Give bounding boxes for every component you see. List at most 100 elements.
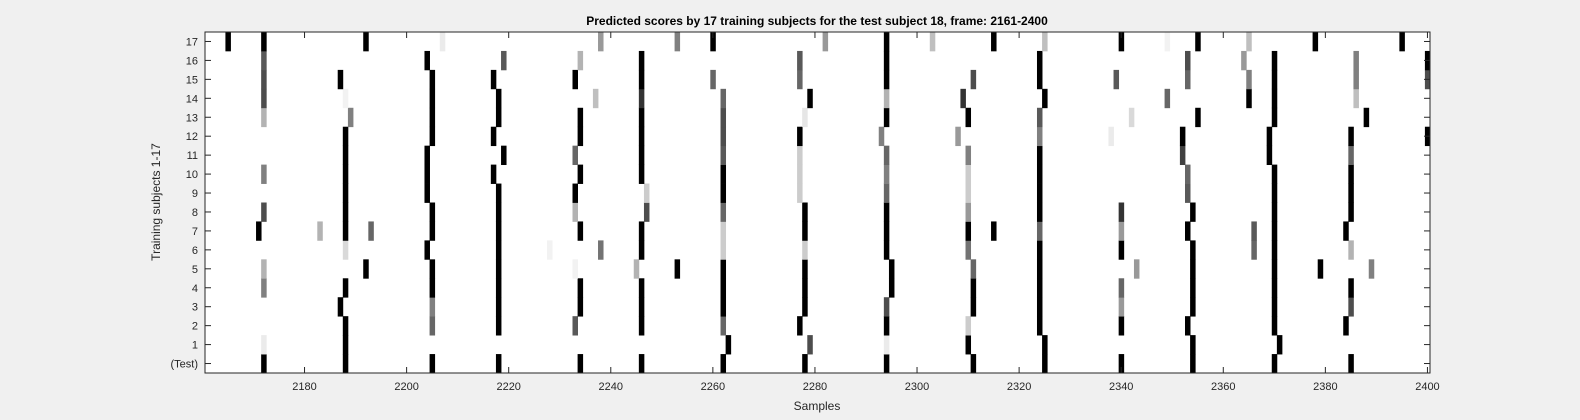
heatmap-cell bbox=[1363, 107, 1370, 128]
heatmap-cell bbox=[720, 202, 727, 222]
y-tick-label: 2 bbox=[192, 321, 198, 333]
heatmap-cell bbox=[342, 240, 349, 260]
heatmap-cell bbox=[633, 259, 640, 279]
heatmap-cell bbox=[1036, 278, 1043, 298]
heatmap-cell bbox=[261, 335, 267, 355]
heatmap-cell bbox=[720, 297, 727, 317]
heatmap-cell bbox=[1190, 278, 1196, 298]
heatmap-cell bbox=[710, 32, 716, 52]
heatmap-cell bbox=[261, 202, 267, 222]
heatmap-cell bbox=[802, 259, 808, 279]
heatmap-cell bbox=[495, 316, 502, 336]
heatmap-cell bbox=[802, 354, 808, 374]
heatmap-cell bbox=[577, 50, 584, 71]
heatmap-cell bbox=[638, 145, 645, 166]
heatmap-cell bbox=[1118, 221, 1125, 241]
y-tick-label: 5 bbox=[192, 264, 198, 276]
heatmap-cell bbox=[720, 259, 727, 279]
heatmap-cell bbox=[342, 126, 349, 147]
heatmap-cell bbox=[883, 297, 890, 317]
heatmap-cell bbox=[638, 126, 645, 147]
heatmap-cell bbox=[1251, 221, 1257, 241]
heatmap-cell bbox=[638, 354, 645, 374]
heatmap-cell bbox=[1118, 32, 1125, 52]
heatmap-cell bbox=[261, 50, 267, 71]
heatmap-cell bbox=[1195, 32, 1201, 52]
heatmap-cell bbox=[501, 50, 507, 71]
heatmap-cell bbox=[955, 126, 961, 147]
heatmap-cell bbox=[429, 221, 436, 241]
heatmap-cell bbox=[577, 278, 584, 298]
heatmap-cell bbox=[337, 69, 344, 90]
x-tick-label: 2240 bbox=[599, 381, 623, 393]
heatmap-cell bbox=[342, 335, 349, 355]
heatmap-cell bbox=[429, 316, 436, 336]
heatmap-cell bbox=[1368, 259, 1375, 279]
heatmap-cell bbox=[883, 69, 890, 90]
heatmap-cell bbox=[572, 69, 578, 90]
x-tick-label: 2180 bbox=[292, 381, 316, 393]
heatmap-cell bbox=[495, 202, 502, 222]
y-tick-label: 16 bbox=[186, 55, 198, 67]
heatmap-cell bbox=[802, 202, 808, 222]
heatmap-cell bbox=[638, 221, 645, 241]
heatmap-cell bbox=[1036, 183, 1043, 203]
heatmap-cell bbox=[991, 32, 997, 52]
heatmap-cell bbox=[1118, 354, 1125, 374]
heatmap-cell bbox=[1190, 354, 1196, 374]
x-tick-label: 2340 bbox=[1109, 381, 1133, 393]
heatmap-cell bbox=[1271, 297, 1278, 317]
heatmap-cell bbox=[1185, 50, 1191, 71]
heatmap-cell bbox=[577, 354, 584, 374]
heatmap-cell bbox=[577, 126, 584, 147]
heatmap-cell bbox=[965, 145, 972, 166]
heatmap-cell bbox=[342, 278, 349, 298]
heatmap-cell bbox=[822, 32, 829, 52]
heatmap-cell bbox=[347, 107, 354, 128]
heatmap-cell bbox=[1133, 259, 1140, 279]
heatmap-cell bbox=[638, 88, 645, 109]
heatmap-cell bbox=[1271, 183, 1278, 203]
heatmap-cell bbox=[1036, 145, 1043, 166]
heatmap-cell bbox=[1190, 202, 1196, 222]
heatmap-cell bbox=[883, 32, 890, 52]
heatmap-cell bbox=[1185, 69, 1191, 90]
heatmap-cell bbox=[490, 126, 497, 147]
heatmap-cell bbox=[429, 354, 436, 374]
heatmap-cell bbox=[638, 164, 645, 184]
heatmap-cell bbox=[495, 221, 502, 241]
heatmap-cell bbox=[883, 183, 890, 203]
x-tick-label: 2260 bbox=[701, 381, 725, 393]
heatmap-cell bbox=[1185, 164, 1191, 184]
heatmap-cell bbox=[572, 202, 578, 222]
heatmap-cell bbox=[797, 164, 803, 184]
y-tick-label: 14 bbox=[186, 93, 198, 105]
heatmap-cell bbox=[501, 145, 507, 166]
heatmap-cell bbox=[638, 240, 645, 260]
heatmap-cell bbox=[1271, 259, 1278, 279]
heatmap-cell bbox=[883, 107, 890, 128]
heatmap-cell bbox=[1179, 126, 1186, 147]
heatmap-cell bbox=[1348, 126, 1354, 147]
heatmap-cell bbox=[638, 297, 645, 317]
heatmap-cell bbox=[1195, 107, 1201, 128]
heatmap-cell bbox=[261, 69, 267, 90]
heatmap-cell bbox=[929, 32, 936, 52]
heatmap-cell bbox=[965, 335, 972, 355]
heatmap-cell bbox=[883, 354, 890, 374]
x-axis-ticks: 2180 2200 2220 2240 2260 2280 2300 2320 2340 2360… bbox=[292, 32, 1440, 393]
heatmap-cell bbox=[1271, 88, 1278, 109]
heatmap-cell bbox=[429, 107, 436, 128]
heatmap-cell bbox=[797, 69, 803, 90]
heatmap-cell bbox=[1348, 164, 1354, 184]
heatmap-cell bbox=[720, 354, 727, 374]
heatmap-cell bbox=[797, 50, 803, 71]
x-tick-label: 2360 bbox=[1211, 381, 1235, 393]
heatmap-cell bbox=[970, 354, 977, 374]
heatmap-cell bbox=[577, 164, 584, 184]
heatmap-cell bbox=[883, 50, 890, 71]
heatmap-cell bbox=[1271, 69, 1278, 90]
heatmap-cell bbox=[429, 202, 436, 222]
heatmap-cell bbox=[797, 316, 803, 336]
